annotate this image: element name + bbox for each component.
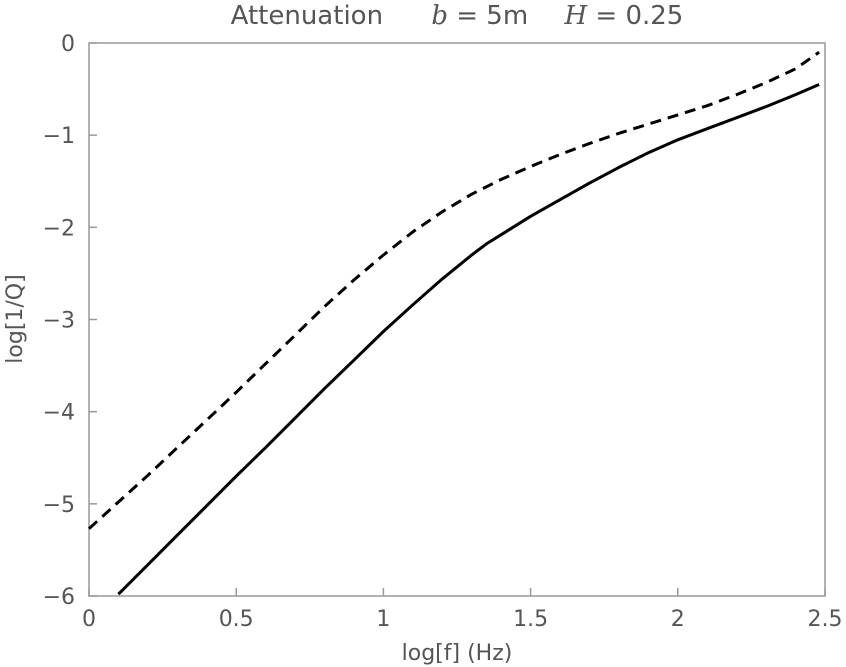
y-tick-label: −1 <box>43 124 75 149</box>
x-tick-label: 2 <box>671 607 685 632</box>
y-tick-label: −3 <box>43 309 75 334</box>
y-tick-label: 0 <box>61 32 75 57</box>
x-axis-ticks: 0 0.5 1 1.5 2 2.5 <box>82 588 843 632</box>
series-layer <box>87 50 820 596</box>
chart-title-b-value: = 5m <box>456 1 528 31</box>
y-tick-label: −6 <box>43 585 75 610</box>
x-tick-label: 1 <box>376 607 390 632</box>
x-tick-label: 0 <box>82 607 96 632</box>
chart-title-b-symbol: b <box>431 1 448 31</box>
y-tick-label: −5 <box>43 493 75 518</box>
x-tick-label: 1.5 <box>513 607 548 632</box>
y-axis-ticks: 0 −1 −2 −3 −4 −5 −6 <box>43 32 97 610</box>
chart-title: Attenuation b = 5m H = 0.25 <box>231 1 684 31</box>
series-line-dashed <box>87 50 820 530</box>
y-tick-label: −4 <box>43 401 75 426</box>
y-axis-label: log[1/Q] <box>3 274 28 363</box>
chart-title-h-value: = 0.25 <box>595 1 683 31</box>
x-axis-label: log[f] (Hz) <box>402 641 513 666</box>
x-tick-label: 0.5 <box>219 607 254 632</box>
chart-title-h-symbol: H <box>563 1 588 31</box>
series-line-solid <box>117 83 820 596</box>
x-tick-label: 2.5 <box>808 607 843 632</box>
y-tick-label: −2 <box>43 216 75 241</box>
chart-title-prefix: Attenuation <box>231 1 383 31</box>
